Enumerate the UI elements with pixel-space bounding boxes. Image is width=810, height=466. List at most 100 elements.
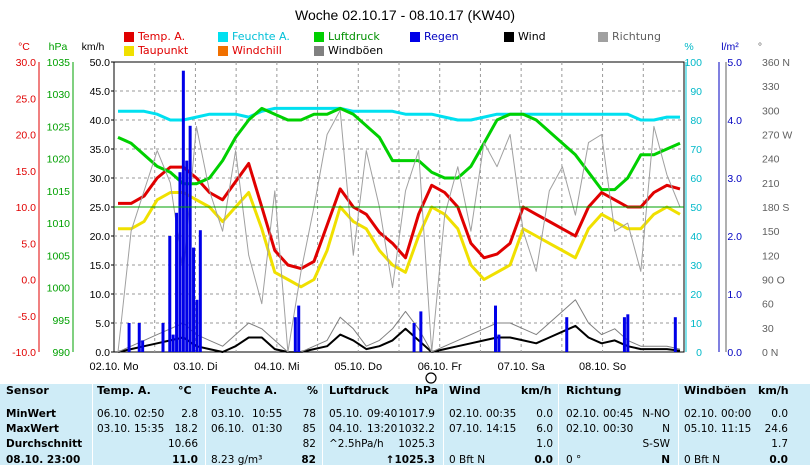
series-line-1 [118, 191, 681, 289]
stats-gust-val: 0.0 [769, 454, 788, 466]
axis-tick-pressure: 1015 [47, 186, 71, 198]
stats-header-sensor: Sensor [6, 384, 49, 397]
chart-title: Woche 02.10.17 - 08.10.17 (KW40) [295, 7, 515, 23]
axis-tick-wind: 30.0 [90, 173, 111, 185]
axis-tick-humidity: 70 [690, 144, 702, 156]
legend-label: Regen [424, 30, 459, 43]
axis-tick-humidity: 90 [690, 86, 702, 98]
axis-tick-temp: 20.0 [16, 130, 37, 142]
stats-header-gust: Windböen [684, 384, 747, 397]
legend-label: Windböen [328, 44, 384, 57]
axis-tick-wind: 0.0 [95, 347, 110, 359]
axis-tick-pressure: 1030 [47, 89, 71, 101]
stats-hum-val: 78 [302, 408, 316, 420]
stats-header-dir: Richtung [566, 384, 622, 397]
rain-bar [198, 230, 202, 352]
stats-header-hum: Feuchte A. [211, 384, 278, 397]
rain-bar [137, 323, 141, 352]
stats-gust-time: 11:15 [721, 423, 752, 435]
axis-tick-wind: 35.0 [90, 144, 111, 156]
axis-tick-wind: 20.0 [90, 231, 111, 243]
stats-dir-val: N [662, 423, 670, 435]
axis-tick-direction: 150 [762, 226, 780, 238]
stats-header-pres-unit: hPa [415, 384, 439, 397]
axis-unit-pressure: hPa [49, 41, 68, 53]
axis-tick-pressure: 1005 [47, 250, 71, 262]
time-cursor[interactable] [425, 372, 437, 384]
axis-tick-humidity: 60 [690, 173, 702, 185]
series-line-5 [117, 299, 681, 353]
stats-temp-val: 18.2 [174, 423, 198, 435]
stats-hum-val: 82 [302, 438, 316, 450]
axis-tick-humidity: 100 [684, 57, 702, 69]
axis-tick-rain: 2.0 [727, 231, 742, 243]
rain-bar [497, 334, 501, 352]
chart-series [114, 70, 684, 353]
stats-header-hum-unit: % [307, 384, 319, 397]
axis-tick-temp: 5.0 [21, 238, 36, 250]
stats-pres-date: 04.10. [329, 423, 363, 435]
stats-header-pres: Luftdruck [329, 384, 389, 397]
stats-temp-val: 2.8 [181, 408, 198, 420]
legend-swatch [218, 32, 228, 42]
legend-label: Feuchte A. [232, 30, 290, 43]
x-tick-label: 03.10. Di [173, 361, 217, 373]
series-line-2 [118, 106, 680, 122]
stats-hum-val: 82 [301, 454, 316, 466]
axis-tick-pressure: 1020 [47, 154, 71, 166]
axis-tick-temp: 25.0 [16, 93, 37, 105]
axis-tick-direction: 270 W [762, 130, 792, 142]
stats-header-wind-unit: km/h [521, 384, 552, 397]
stats-hum-val: 85 [302, 423, 316, 435]
axis-tick-humidity: 80 [690, 115, 702, 127]
stats-row-label: Durchschnitt [6, 438, 83, 450]
stats-separator [322, 384, 323, 465]
rain-bar [171, 334, 175, 352]
stats-hum-date: 03.10. [211, 408, 245, 420]
axis-tick-wind: 45.0 [90, 86, 111, 98]
stats-separator [558, 384, 559, 465]
rain-bar [622, 317, 626, 352]
axis-tick-direction: 180 S [762, 202, 789, 214]
stats-wind-date: 0 Bft N [449, 454, 486, 466]
axis-tick-direction: 300 [762, 105, 780, 117]
stats-gust-val: 0.0 [771, 408, 788, 420]
stats-hum-date: 8.23 g/m³ [211, 454, 263, 466]
axis-tick-pressure: 1025 [47, 121, 71, 133]
rain-bar [192, 247, 196, 352]
stats-pres-val: ↑1025.3 [385, 454, 435, 466]
stats-hum-date: 06.10. [211, 423, 245, 435]
axis-unit-direction: ° [758, 41, 762, 53]
axis-tick-pressure: 1000 [47, 283, 71, 295]
stats-temp-time: 02:50 [134, 408, 165, 420]
axis-unit-rain: l/m² [721, 41, 739, 53]
axis-unit-wind: km/h [82, 41, 105, 53]
stats-wind-val: 1.0 [536, 438, 553, 450]
stats-wind-date: 07.10. [449, 423, 483, 435]
legend-label: Wind [518, 30, 546, 43]
rain-bar [168, 236, 172, 352]
stats-separator [678, 384, 679, 465]
axis-tick-rain: 4.0 [727, 115, 742, 127]
stats-temp-time: 15:35 [134, 423, 165, 435]
rain-bar [181, 70, 185, 352]
stats-separator [443, 384, 444, 465]
chart-axes: 30.025.020.015.010.05.00.0-5.0-10.0°C103… [12, 41, 792, 359]
legend-swatch [124, 46, 134, 56]
stats-temp-date: 03.10. [97, 423, 131, 435]
stats-dir-time: 00:30 [603, 423, 634, 435]
time-cursor-handle[interactable] [425, 372, 437, 384]
stats-table: Sensor Temp. A. °C Feuchte A.% Luftdruck hPa W… [0, 384, 810, 466]
axis-tick-rain: 0.0 [727, 347, 742, 359]
rain-bar [127, 323, 131, 352]
rain-bar [412, 323, 416, 352]
stats-header-wind: Wind [449, 384, 481, 397]
stats-pres-date: 05.10. [329, 408, 363, 420]
x-tick-label: 05.10. Do [334, 361, 382, 373]
axis-tick-rain: 1.0 [727, 289, 742, 301]
axis-tick-wind: 40.0 [90, 115, 111, 127]
rain-bar [419, 311, 423, 352]
stats-pres-val: 1025.3 [398, 438, 435, 450]
stats-wind-time: 00:35 [486, 408, 517, 420]
series-line-0 [118, 162, 681, 271]
